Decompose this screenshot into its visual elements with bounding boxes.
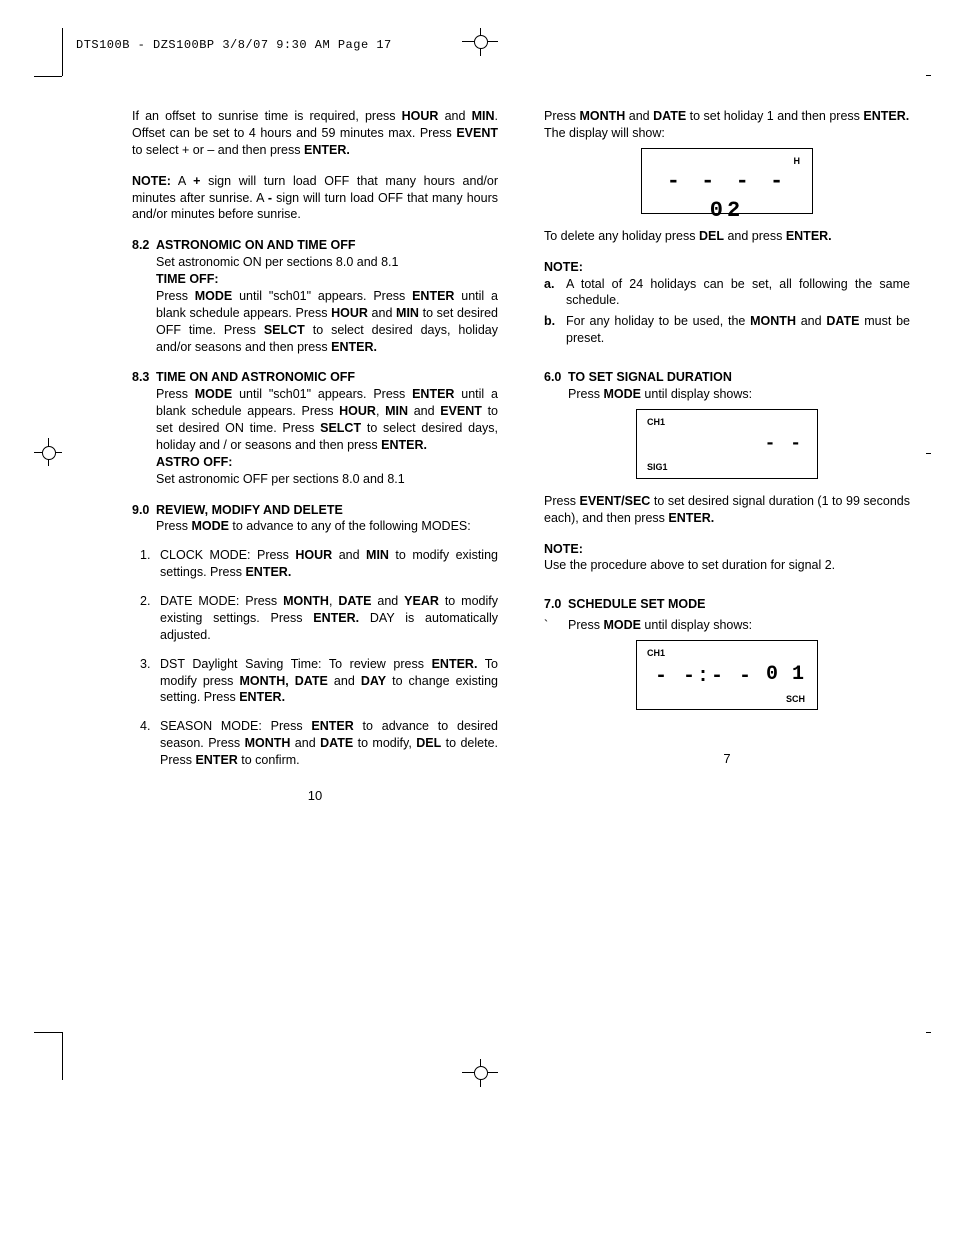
paragraph: Press EVENT/SEC to set desired signal du…	[544, 493, 910, 527]
paragraph: Press MODE until "sch01" appears. Press …	[156, 288, 498, 356]
crop-mark	[34, 1032, 62, 1033]
section-8-3: 8.3 TIME ON AND ASTRONOMIC OFF Press MOD…	[132, 369, 498, 487]
crop-mark	[926, 1032, 931, 1033]
section-8-2: 8.2 ASTRONOMIC ON AND TIME OFF Set astro…	[132, 237, 498, 355]
crop-mark	[62, 1032, 63, 1080]
page-number: 7	[544, 750, 910, 768]
lcd-display-holiday: H - - - - 02	[641, 148, 813, 214]
lcd-display-schedule: CH1 - -:- - 0 1 SCH	[636, 640, 818, 710]
paragraph: To delete any holiday press DEL and pres…	[544, 228, 910, 245]
crop-mark	[474, 35, 488, 49]
list-item: 4. SEASON MODE: Press ENTER to advance t…	[140, 718, 498, 769]
section-6-0: 6.0 TO SET SIGNAL DURATION Press MODE un…	[544, 369, 910, 403]
paragraph: Use the procedure above to set duration …	[544, 557, 910, 574]
list-item: 2. DATE MODE: Press MONTH, DATE and YEAR…	[140, 593, 498, 644]
section-7-0: 7.0 SCHEDULE SET MODE	[544, 596, 910, 613]
note-heading: NOTE:	[544, 542, 583, 556]
print-header: DTS100B - DZS100BP 3/8/07 9:30 AM Page 1…	[76, 37, 392, 53]
note-item: b. For any holiday to be used, the MONTH…	[544, 313, 910, 347]
left-column: If an offset to sunrise time is required…	[132, 108, 498, 804]
crop-mark	[926, 453, 931, 454]
right-column: Press MONTH and DATE to set holiday 1 an…	[544, 108, 910, 804]
paragraph: Press MODE until "sch01" appears. Press …	[156, 386, 498, 454]
crop-mark	[62, 28, 63, 76]
paragraph: If an offset to sunrise time is required…	[132, 108, 498, 159]
lcd-display-signal: CH1 - - SIG1	[636, 409, 818, 479]
section-9-0: 9.0 REVIEW, MODIFY AND DELETE Press MODE…	[132, 502, 498, 536]
paragraph: Press MODE to advance to any of the foll…	[156, 518, 498, 535]
paragraph: The display will show:	[544, 125, 910, 142]
paragraph: ` Press MODE until display shows:	[544, 617, 910, 634]
crop-mark	[474, 1066, 488, 1080]
page-columns: If an offset to sunrise time is required…	[132, 108, 910, 804]
crop-mark	[42, 446, 56, 460]
note-item: a. A total of 24 holidays can be set, al…	[544, 276, 910, 310]
list-item: 3. DST Daylight Saving Time: To review p…	[140, 656, 498, 707]
crop-mark	[926, 75, 931, 76]
note-paragraph: NOTE: A + sign will turn load OFF that m…	[132, 173, 498, 224]
paragraph: Press MONTH and DATE to set holiday 1 an…	[544, 108, 910, 125]
list-item: 1. CLOCK MODE: Press HOUR and MIN to mod…	[140, 547, 498, 581]
page-number: 10	[132, 787, 498, 805]
crop-mark	[34, 76, 62, 77]
note-heading: NOTE:	[544, 260, 583, 274]
